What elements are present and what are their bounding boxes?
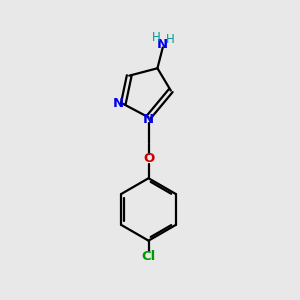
Text: N: N [157, 38, 168, 51]
Text: N: N [143, 113, 154, 126]
Text: H: H [166, 33, 175, 46]
Text: Cl: Cl [141, 250, 156, 263]
Text: H: H [152, 31, 161, 44]
Text: O: O [143, 152, 154, 165]
Text: N: N [112, 98, 124, 110]
